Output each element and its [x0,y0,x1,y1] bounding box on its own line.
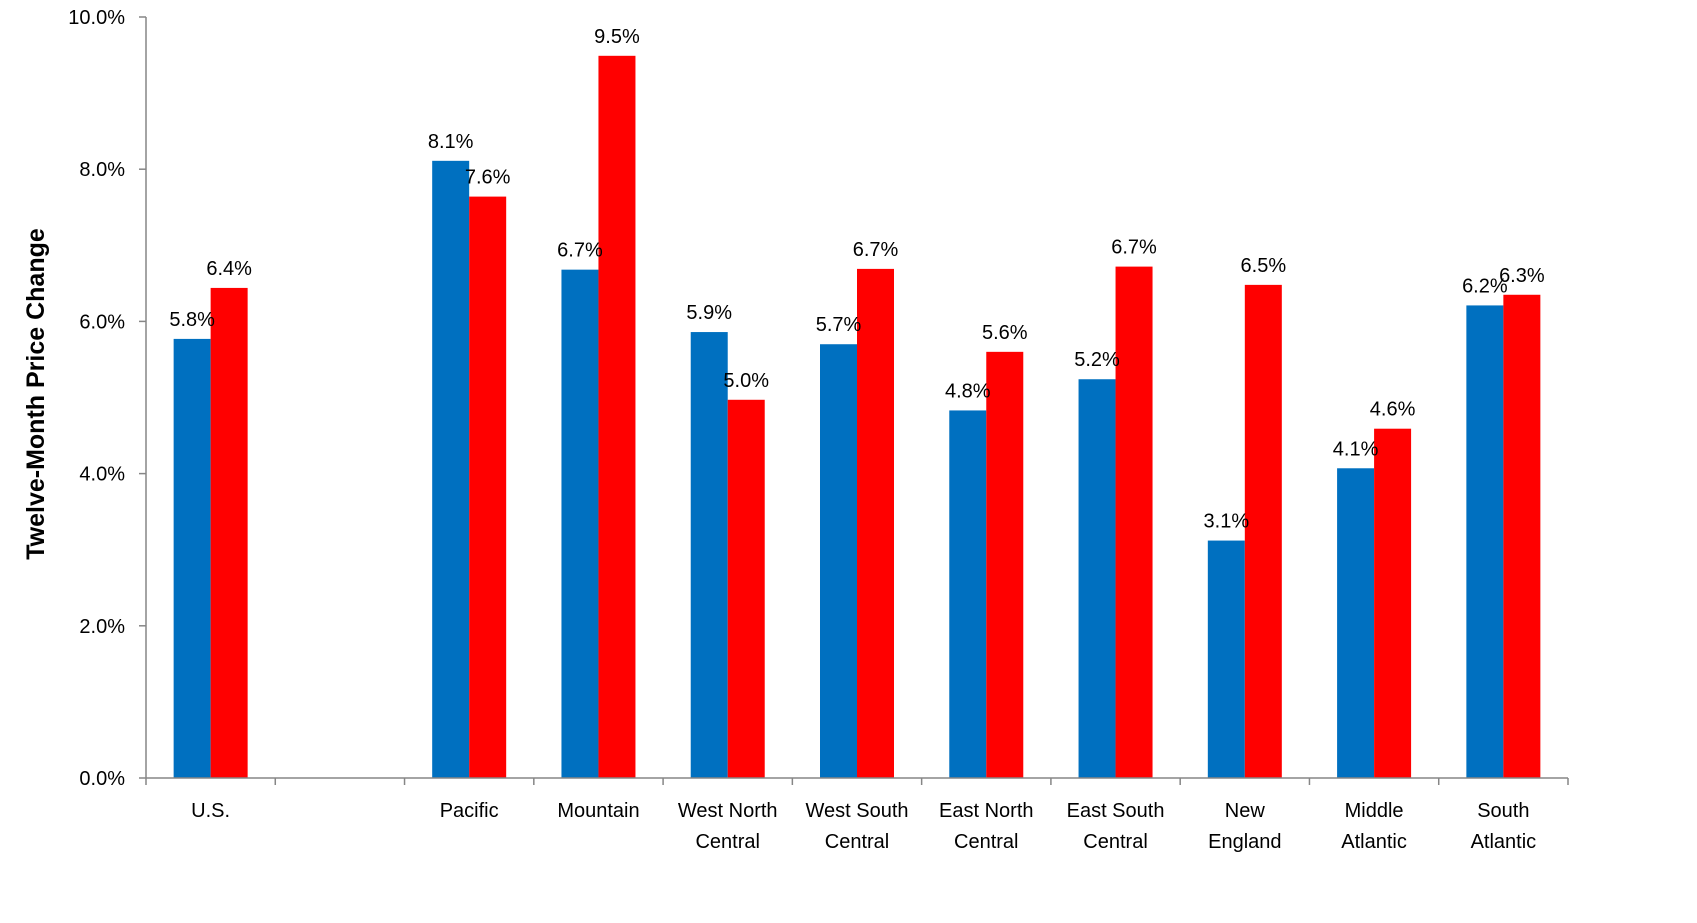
data-label: 4.1% [1333,438,1379,460]
bar-series-1 [690,332,728,778]
x-category-label: Central [825,831,889,853]
data-label: 3.1% [1204,511,1250,533]
bar-series-1 [949,410,987,778]
y-tick-label: 6.0% [79,311,125,333]
data-label: 5.8% [169,309,215,331]
data-label: 5.6% [982,322,1028,344]
x-category-label: Mountain [557,800,639,822]
bar-series-2 [857,268,894,778]
data-label: 6.2% [1462,275,1508,297]
data-label: 9.5% [594,26,640,48]
data-label: 5.2% [1074,349,1120,371]
bar-series-1 [1207,540,1245,778]
x-category-label: U.S. [191,800,230,822]
bar-series-1 [820,344,857,778]
bar-series-2 [727,399,765,778]
bar-series-1 [1078,379,1116,778]
data-label: 6.5% [1241,255,1287,277]
bar-series-2 [210,287,248,778]
data-labels-layer: 5.8% 6.4% 8.1% 7.6% 6.7% 9.5% 5.9% 5.0% 5.7% 6.7%… [169,26,1545,533]
data-label: 6.7% [1111,237,1157,259]
y-tick-label: 10.0% [68,7,125,29]
bar-series-2 [1374,428,1412,778]
x-category-label: Atlantic [1471,831,1537,853]
y-tick-label: 2.0% [79,616,125,638]
data-label: 7.6% [465,167,511,189]
x-category-label: New [1225,800,1266,822]
bar-series-1 [1337,468,1375,778]
bar-series-1 [173,338,211,778]
y-tick-label: 4.0% [79,464,125,486]
data-label: 4.8% [945,380,991,402]
x-category-label: West South [805,800,908,822]
x-category-label: Central [1083,831,1147,853]
y-tick-label: 8.0% [79,159,125,181]
bar-series-1 [561,269,599,778]
bar-series-2 [986,351,1024,778]
y-tick-label: 0.0% [79,768,125,790]
axes-layer [139,16,1569,785]
x-category-label: West North [678,800,778,822]
x-category-label: Middle [1345,800,1404,822]
x-category-label: Atlantic [1341,831,1407,853]
x-category-label: Central [954,831,1018,853]
data-label: 5.7% [816,314,862,336]
x-category-label: Pacific [440,800,499,822]
data-label: 6.3% [1499,265,1545,287]
data-label: 4.6% [1370,399,1416,421]
bar-series-2 [598,55,636,779]
bar-series-2 [1115,266,1153,778]
data-label: 5.0% [723,370,769,392]
y-axis-labels: 0.0% 2.0% 4.0% 6.0% 8.0% 10.0% [68,7,125,790]
bars-layer [173,55,1541,779]
x-category-label: East South [1067,800,1165,822]
bar-series-2 [1244,284,1282,778]
x-category-label: Central [695,831,759,853]
data-label: 5.9% [686,302,732,324]
bar-series-1 [432,160,470,779]
bar-series-1 [1466,305,1504,778]
bar-series-2 [469,196,507,778]
data-label: 6.7% [853,239,899,261]
data-label: 6.7% [557,240,603,262]
data-label: 6.4% [206,258,252,280]
x-category-label: South [1477,800,1529,822]
x-axis-labels: U.S. Pacific Mountain West North Central West… [191,800,1536,853]
y-axis-title: Twelve-Month Price Change [22,228,50,560]
x-category-label: England [1208,831,1281,853]
bar-series-2 [1503,294,1541,778]
data-label: 8.1% [428,131,474,153]
x-category-label: East North [939,800,1033,822]
